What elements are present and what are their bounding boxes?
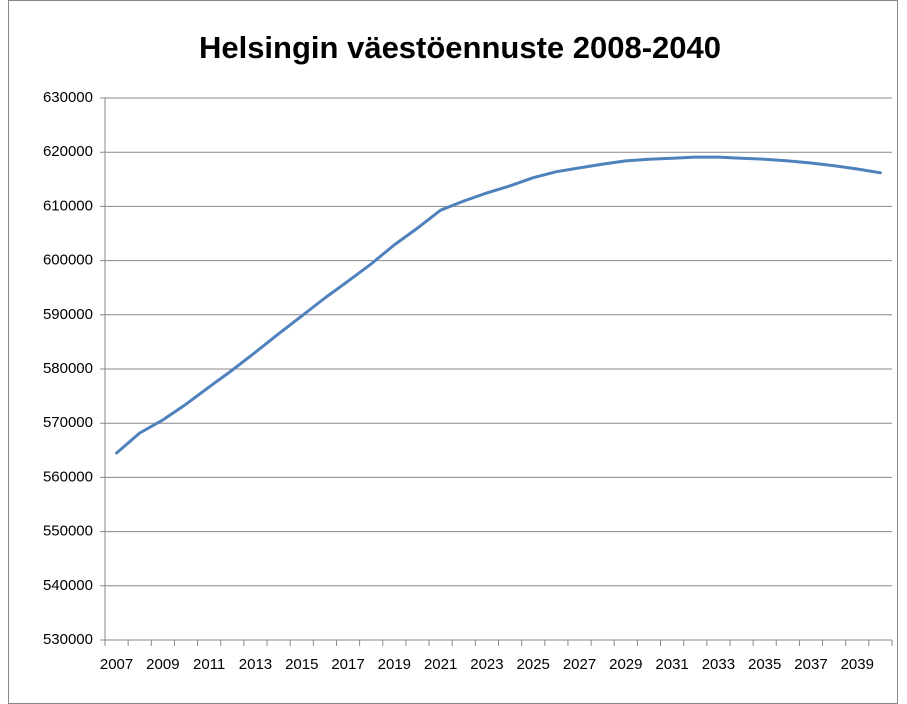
x-tick-label: 2021 — [424, 656, 457, 673]
x-tick-label: 2015 — [285, 656, 318, 673]
y-tick-label: 590000 — [43, 306, 93, 323]
data-line — [115, 155, 882, 455]
x-tick-label: 2037 — [794, 656, 827, 673]
y-tick-label: 620000 — [43, 143, 93, 160]
x-tick-label: 2025 — [517, 656, 550, 673]
x-tick-label: 2007 — [100, 656, 133, 673]
y-tick-label: 560000 — [43, 468, 93, 485]
y-tick-label: 550000 — [43, 523, 93, 540]
y-tick-label: 540000 — [43, 577, 93, 594]
x-tick-label: 2011 — [193, 656, 225, 673]
x-tick-label: 2033 — [702, 656, 735, 673]
x-tick-label: 2023 — [470, 656, 503, 673]
x-tick-label: 2029 — [609, 656, 642, 673]
y-tick-label: 570000 — [43, 414, 93, 431]
chart-title: Helsingin väestöennuste 2008-2040 — [199, 30, 721, 65]
y-tick-label: 580000 — [43, 360, 93, 377]
x-tick-label: 2017 — [331, 656, 364, 673]
y-tick-label: 610000 — [43, 197, 93, 214]
x-tick-label: 2031 — [655, 656, 688, 673]
x-tick-label: 2019 — [378, 656, 411, 673]
x-tick-label: 2013 — [239, 656, 272, 673]
x-tick-label: 2027 — [563, 656, 596, 673]
x-tick-label: 2009 — [146, 656, 179, 673]
y-tick-label: 530000 — [43, 631, 93, 648]
y-tick-label: 630000 — [43, 89, 93, 106]
chart-frame — [8, 0, 898, 704]
x-tick-label: 2035 — [748, 656, 781, 673]
y-tick-label: 600000 — [43, 252, 93, 269]
x-tick-label: 2039 — [841, 656, 874, 673]
